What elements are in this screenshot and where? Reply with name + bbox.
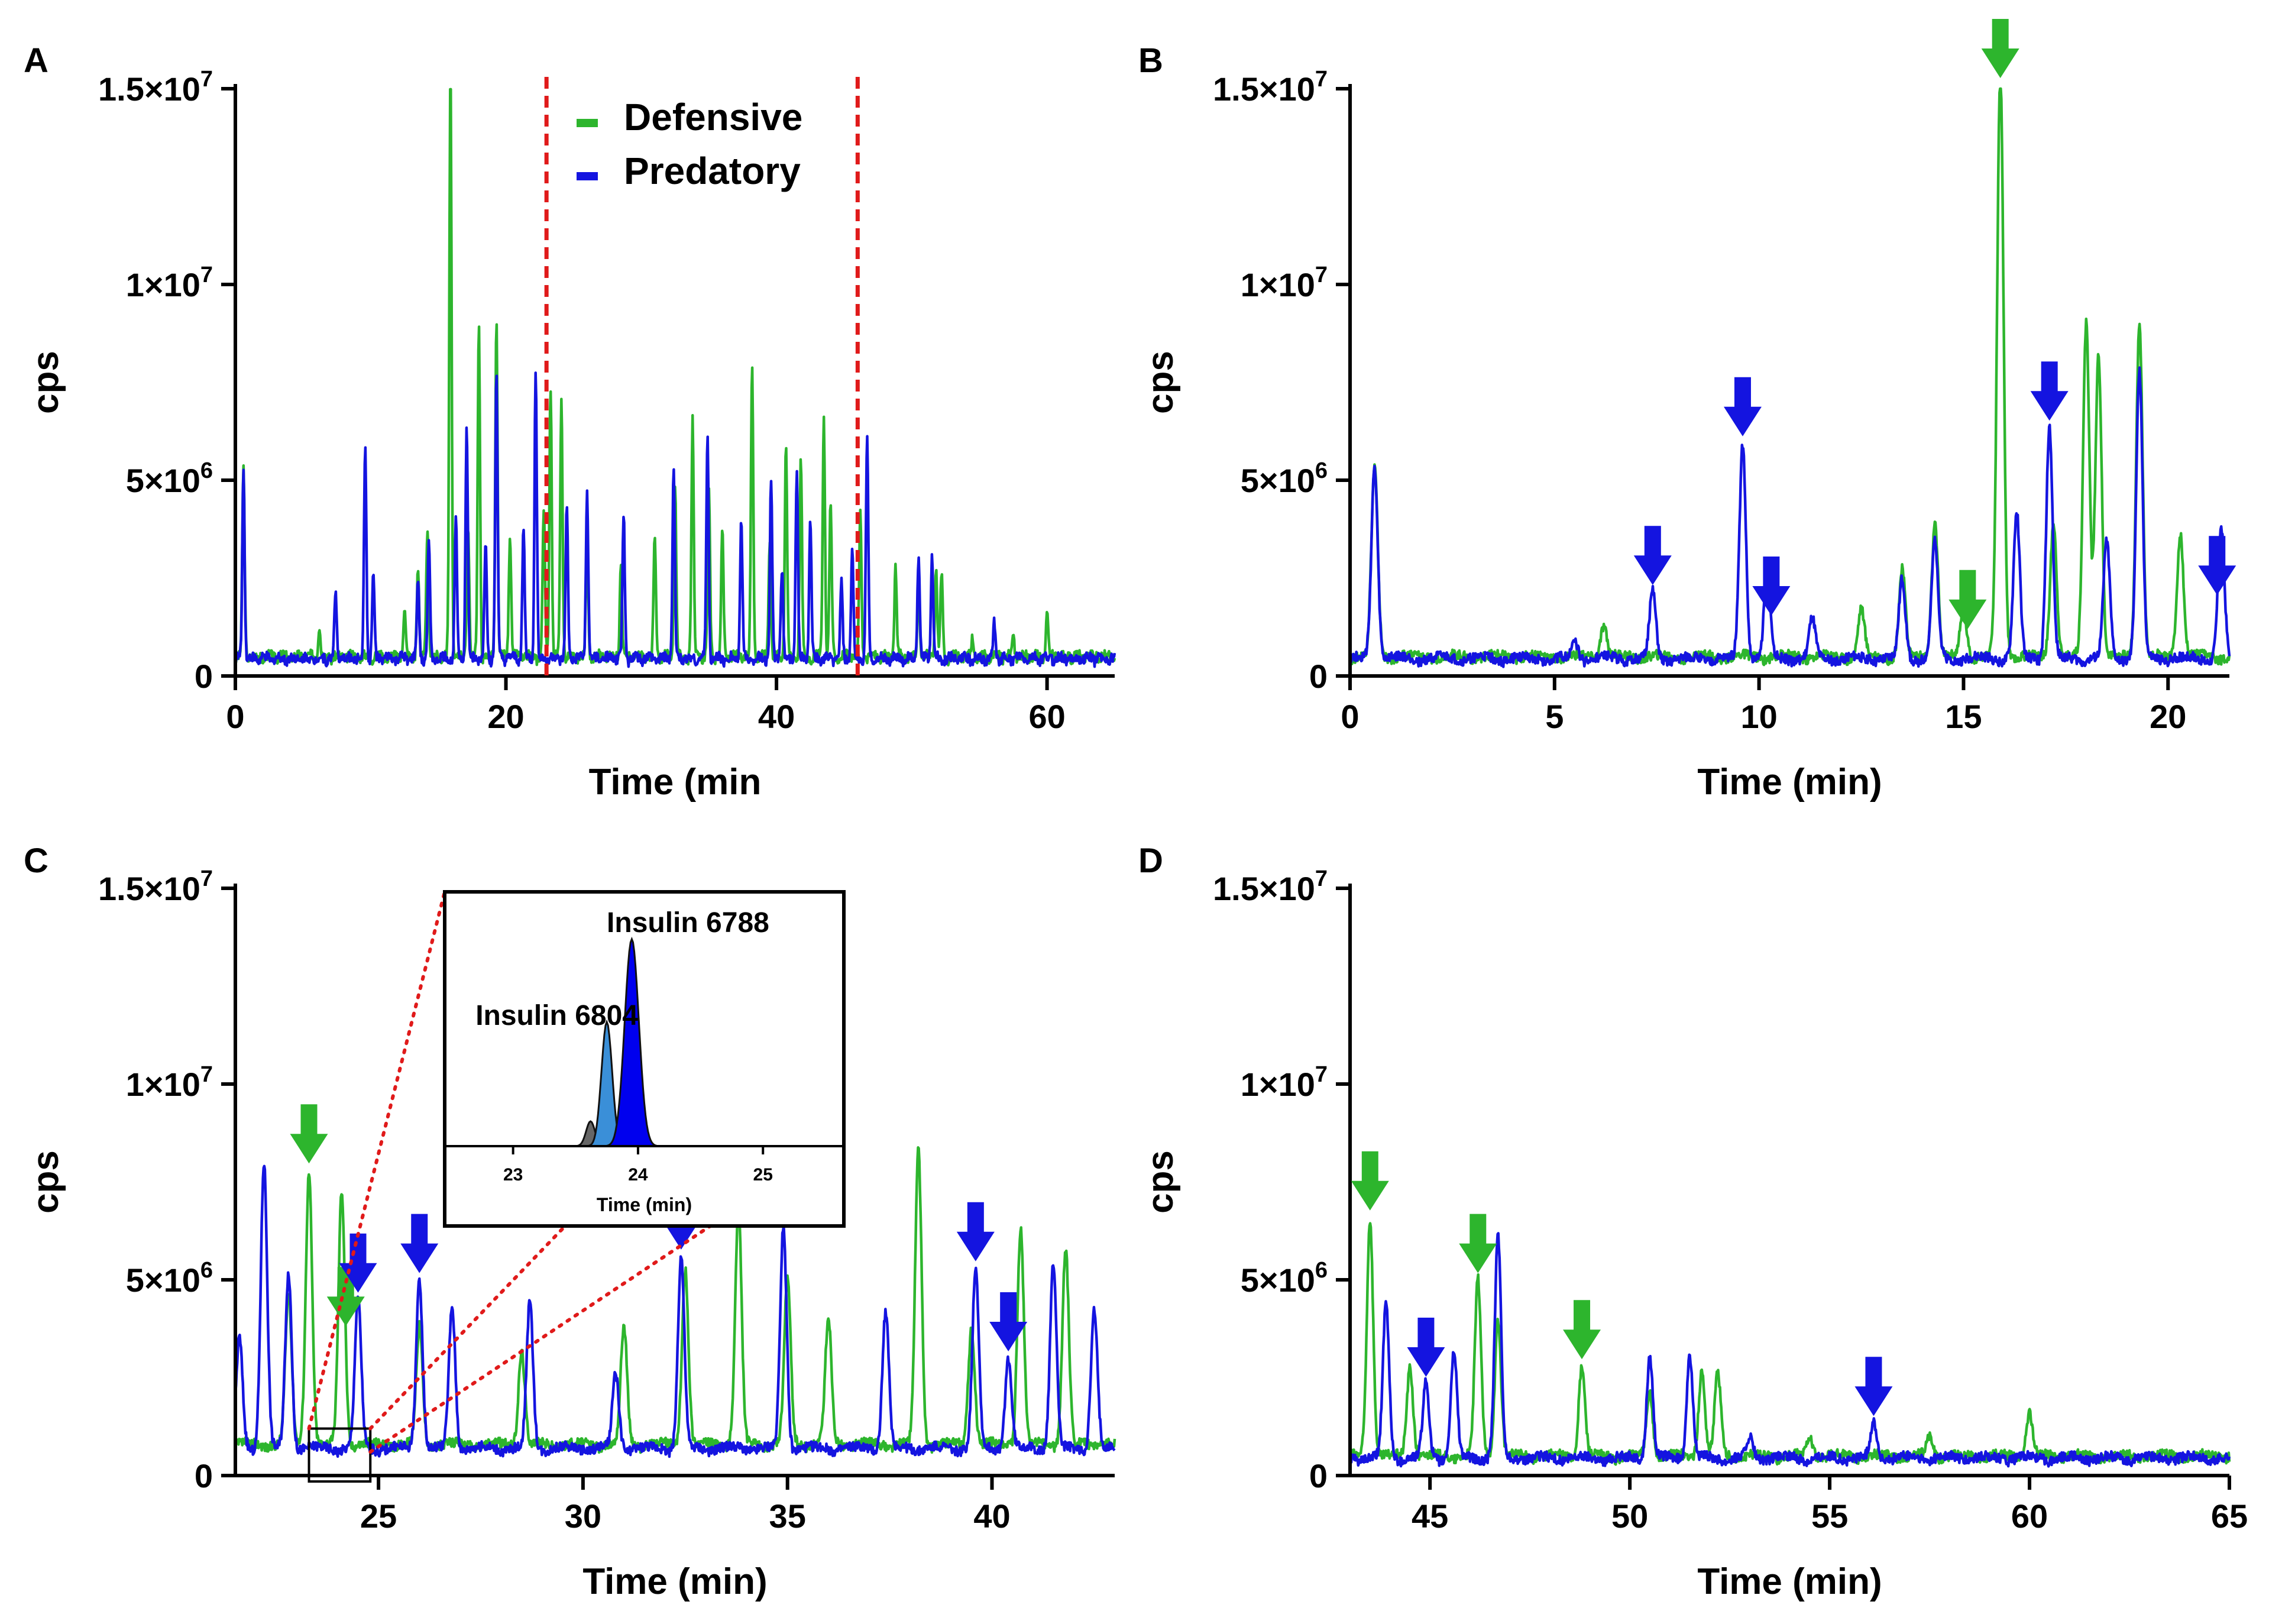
x-tick-label: 45 — [1412, 1497, 1448, 1535]
x-tick-label: 0 — [1341, 698, 1359, 735]
zoom-connector — [307, 890, 446, 1431]
x-tick-label: 60 — [1028, 698, 1065, 735]
inset-x-tick-label: 23 — [503, 1165, 523, 1185]
peak-arrow-predatory — [956, 1202, 995, 1261]
peak-arrow-predatory — [400, 1214, 439, 1273]
panel-c: C 0 5×106 1×107 1.5×107 25 30 35 40 Time (min) cps… — [24, 842, 1116, 1602]
y-tick-label: 0 — [195, 1457, 213, 1494]
peak-arrow-predatory — [1633, 526, 1672, 585]
inset-x-tick-label: 24 — [628, 1165, 648, 1185]
x-axis-title: Time (min) — [1697, 762, 1882, 803]
panel-letter: A — [24, 41, 48, 80]
x-tick-label: 25 — [360, 1497, 397, 1535]
y-tick-label: 1×107 — [126, 263, 213, 303]
inset-x-tick-label: 25 — [753, 1165, 773, 1185]
series-line-predatory — [234, 1164, 1116, 1458]
y-axis-title: cps — [25, 1150, 66, 1214]
peak-arrow-defensive — [1351, 1151, 1389, 1211]
y-tick-label: 1×107 — [126, 1062, 213, 1103]
panel-b: B 0 5×106 1×107 1.5×107 0 5 10 15 20 Time (min) cps — [1138, 19, 2236, 803]
legend-swatch-defensive — [577, 119, 598, 127]
y-tick-label: 5×106 — [126, 1258, 213, 1299]
panel-letter: B — [1138, 41, 1163, 80]
x-tick-label: 35 — [769, 1497, 806, 1535]
x-tick-label: 10 — [1740, 698, 1777, 735]
peak-arrow-predatory — [1407, 1318, 1445, 1377]
x-tick-label: 60 — [2011, 1497, 2048, 1535]
legend-swatch-predatory — [577, 172, 598, 180]
x-tick-label: 30 — [565, 1497, 601, 1535]
x-tick-label: 0 — [226, 698, 244, 735]
inset-label-insulin-6804: Insulin 6804 — [475, 1000, 638, 1031]
x-tick-label: 20 — [2150, 698, 2186, 735]
series-line-predatory — [1349, 366, 2231, 668]
peak-arrow-predatory — [1752, 556, 1791, 616]
peak-arrow-defensive — [326, 1267, 365, 1327]
x-tick-label: 15 — [1945, 698, 1982, 735]
peak-arrow-predatory — [2198, 536, 2236, 596]
x-tick-label: 55 — [1811, 1497, 1848, 1535]
peak-arrow-defensive — [290, 1104, 328, 1164]
y-tick-label: 1×107 — [1241, 263, 1328, 303]
panel-letter: C — [24, 842, 48, 880]
series-line-defensive — [234, 1146, 1116, 1454]
inset-x-axis-title: Time (min) — [597, 1194, 692, 1215]
peak-arrow-defensive — [1459, 1214, 1497, 1273]
y-axis-title: cps — [1140, 1150, 1181, 1214]
series-line-predatory — [1349, 1232, 2231, 1468]
y-tick-label: 0 — [195, 658, 213, 695]
y-tick-label: 0 — [1309, 1457, 1328, 1494]
legend-label-defensive: Defensive — [624, 96, 802, 138]
x-axis-title: Time (min — [589, 762, 762, 803]
x-tick-label: 20 — [487, 698, 524, 735]
y-tick-label: 1.5×107 — [1213, 67, 1328, 108]
series-line-defensive — [1348, 87, 2231, 667]
series-line-predatory — [234, 371, 1116, 668]
x-tick-label: 40 — [758, 698, 795, 735]
peak-arrow-predatory — [1854, 1357, 1893, 1416]
peak-arrow-predatory — [339, 1233, 377, 1293]
panel-d: D 0 5×106 1×107 1.5×107 45 50 55 60 65 Time (min) c… — [1138, 842, 2248, 1602]
x-tick-label: 65 — [2211, 1497, 2248, 1535]
y-tick-label: 1.5×107 — [98, 67, 213, 108]
peak-arrow-predatory — [989, 1292, 1028, 1352]
x-axis-title: Time (min) — [582, 1561, 767, 1602]
zoom-region-box — [308, 1427, 372, 1483]
peak-arrow-defensive — [1563, 1300, 1601, 1360]
y-tick-label: 5×106 — [126, 458, 213, 499]
peak-arrow-defensive — [1948, 570, 1987, 629]
x-tick-label: 5 — [1545, 698, 1564, 735]
inset-box — [443, 890, 846, 1228]
x-tick-label: 40 — [973, 1497, 1010, 1535]
y-tick-label: 5×106 — [1241, 1258, 1328, 1299]
panel-letter: D — [1138, 842, 1163, 880]
x-tick-label: 50 — [1611, 1497, 1648, 1535]
peak-arrow-predatory — [2030, 361, 2069, 421]
panel-a: A 0 5×106 1×107 1.5×107 0 20 40 60 Time (min cps De… — [24, 41, 1116, 803]
peak-arrow-defensive — [1981, 19, 2019, 78]
y-axis-title: cps — [1140, 351, 1181, 414]
y-tick-label: 1×107 — [1241, 1062, 1328, 1103]
peak-arrow-predatory — [1723, 377, 1762, 436]
y-tick-label: 5×106 — [1241, 458, 1328, 499]
y-tick-label: 0 — [1309, 658, 1328, 695]
x-axis-title: Time (min) — [1697, 1561, 1882, 1602]
inset-label-insulin-6788: Insulin 6788 — [607, 907, 769, 939]
y-axis-title: cps — [25, 351, 66, 414]
y-tick-label: 1.5×107 — [98, 866, 213, 907]
y-tick-label: 1.5×107 — [1213, 866, 1328, 907]
legend-label-predatory: Predatory — [624, 150, 801, 192]
